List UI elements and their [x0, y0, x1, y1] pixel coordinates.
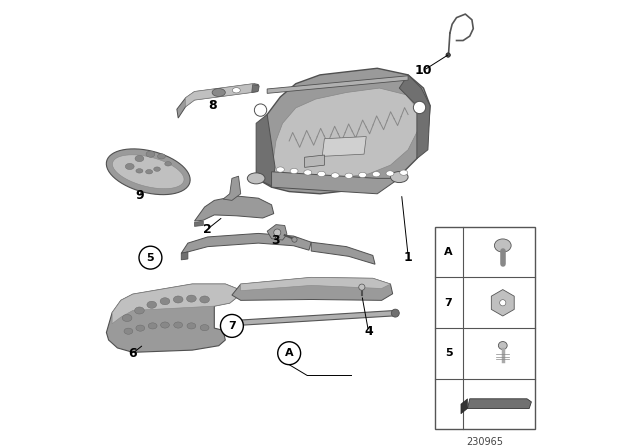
- Polygon shape: [230, 310, 396, 326]
- Polygon shape: [305, 155, 324, 168]
- Ellipse shape: [174, 322, 182, 328]
- Text: 7: 7: [228, 321, 236, 331]
- Polygon shape: [399, 75, 430, 159]
- Polygon shape: [241, 277, 390, 291]
- Text: 3: 3: [271, 233, 280, 246]
- Ellipse shape: [317, 171, 325, 177]
- Ellipse shape: [154, 167, 161, 171]
- Ellipse shape: [124, 328, 133, 334]
- Text: 1: 1: [404, 251, 412, 264]
- Ellipse shape: [254, 104, 267, 116]
- Ellipse shape: [147, 301, 157, 308]
- Polygon shape: [267, 76, 408, 93]
- Polygon shape: [106, 284, 239, 352]
- Polygon shape: [271, 88, 419, 181]
- Ellipse shape: [200, 325, 209, 331]
- Ellipse shape: [495, 239, 511, 252]
- Polygon shape: [252, 85, 259, 92]
- Ellipse shape: [358, 172, 367, 178]
- Ellipse shape: [232, 88, 240, 93]
- Ellipse shape: [226, 319, 234, 327]
- Polygon shape: [186, 84, 257, 107]
- Ellipse shape: [499, 341, 507, 349]
- Text: 6: 6: [129, 347, 137, 360]
- Ellipse shape: [160, 298, 170, 305]
- Ellipse shape: [148, 323, 157, 329]
- Ellipse shape: [304, 170, 312, 175]
- Ellipse shape: [212, 89, 225, 96]
- Text: 4: 4: [364, 325, 373, 338]
- Circle shape: [220, 314, 243, 337]
- Ellipse shape: [446, 53, 451, 57]
- Ellipse shape: [290, 168, 298, 174]
- Circle shape: [278, 342, 301, 365]
- Ellipse shape: [247, 173, 265, 184]
- Polygon shape: [181, 233, 311, 253]
- Ellipse shape: [500, 300, 506, 306]
- Text: A: A: [444, 247, 453, 257]
- Ellipse shape: [390, 172, 408, 182]
- Ellipse shape: [186, 295, 196, 302]
- Polygon shape: [106, 149, 190, 194]
- Polygon shape: [492, 289, 514, 316]
- Polygon shape: [267, 224, 287, 240]
- Polygon shape: [256, 115, 275, 186]
- Ellipse shape: [135, 155, 144, 162]
- Polygon shape: [271, 172, 399, 194]
- Ellipse shape: [372, 172, 380, 177]
- Ellipse shape: [292, 237, 297, 242]
- Ellipse shape: [157, 154, 165, 159]
- Text: 5: 5: [147, 253, 154, 263]
- Polygon shape: [113, 155, 184, 189]
- Text: 9: 9: [135, 190, 144, 202]
- Ellipse shape: [161, 322, 170, 328]
- Ellipse shape: [164, 162, 172, 166]
- Ellipse shape: [386, 171, 394, 176]
- Ellipse shape: [187, 323, 196, 329]
- Text: 5: 5: [445, 349, 452, 358]
- Ellipse shape: [359, 284, 365, 290]
- Polygon shape: [181, 252, 188, 260]
- Ellipse shape: [173, 296, 183, 303]
- Polygon shape: [461, 399, 468, 414]
- Ellipse shape: [134, 307, 144, 314]
- Text: 8: 8: [208, 99, 216, 112]
- Polygon shape: [177, 84, 259, 118]
- Text: 230965: 230965: [466, 437, 503, 448]
- Text: A: A: [285, 348, 294, 358]
- Polygon shape: [311, 242, 375, 264]
- Ellipse shape: [145, 169, 153, 174]
- Text: 2: 2: [204, 223, 212, 236]
- Ellipse shape: [345, 173, 353, 178]
- Ellipse shape: [276, 167, 284, 172]
- Polygon shape: [195, 196, 274, 221]
- Text: 7: 7: [445, 298, 452, 308]
- Polygon shape: [468, 399, 531, 409]
- Text: 10: 10: [415, 64, 432, 77]
- Ellipse shape: [332, 173, 339, 178]
- Polygon shape: [256, 68, 430, 194]
- Ellipse shape: [400, 170, 408, 175]
- Ellipse shape: [122, 314, 132, 322]
- Polygon shape: [232, 277, 393, 300]
- Ellipse shape: [391, 309, 399, 317]
- Ellipse shape: [413, 101, 426, 114]
- Circle shape: [139, 246, 162, 269]
- Polygon shape: [195, 221, 204, 226]
- Ellipse shape: [125, 164, 134, 169]
- Ellipse shape: [136, 169, 143, 173]
- Ellipse shape: [146, 151, 155, 157]
- FancyBboxPatch shape: [435, 227, 535, 429]
- Polygon shape: [322, 137, 366, 156]
- Polygon shape: [112, 284, 239, 324]
- Polygon shape: [223, 176, 241, 200]
- Ellipse shape: [136, 325, 145, 331]
- Ellipse shape: [274, 229, 281, 236]
- Ellipse shape: [200, 296, 209, 303]
